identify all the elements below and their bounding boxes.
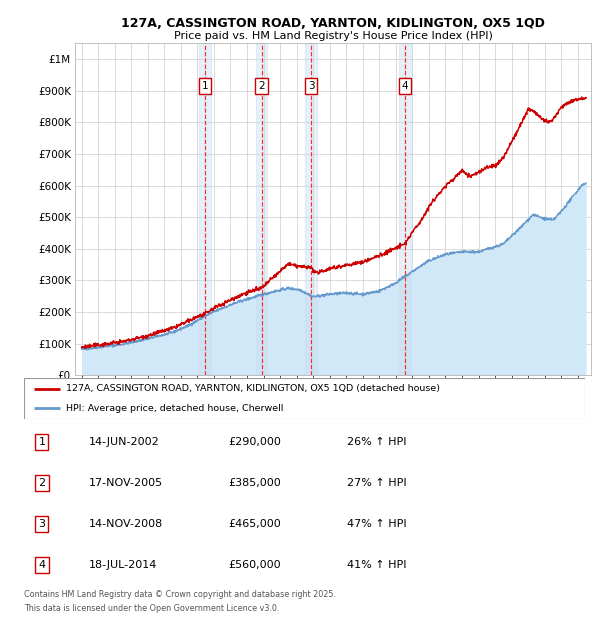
Text: 01: 01 [176, 384, 186, 393]
Text: 20: 20 [523, 397, 533, 405]
FancyBboxPatch shape [24, 378, 585, 418]
Text: 25: 25 [572, 384, 583, 393]
Text: 27% ↑ HPI: 27% ↑ HPI [347, 478, 406, 488]
Text: 20: 20 [539, 397, 550, 405]
Text: 20: 20 [556, 397, 566, 405]
Text: 20: 20 [572, 397, 583, 405]
Text: 02: 02 [192, 384, 203, 393]
Text: 13: 13 [374, 384, 385, 393]
Text: 03: 03 [209, 384, 219, 393]
Text: 4: 4 [38, 560, 46, 570]
Text: 00: 00 [159, 384, 170, 393]
Text: 127A, CASSINGTON ROAD, YARNTON, KIDLINGTON, OX5 1QD: 127A, CASSINGTON ROAD, YARNTON, KIDLINGT… [121, 17, 545, 30]
Text: 19: 19 [76, 397, 87, 405]
Text: 06: 06 [258, 384, 269, 393]
Text: 21: 21 [506, 384, 517, 393]
Text: 16: 16 [424, 384, 434, 393]
Text: 19: 19 [473, 384, 484, 393]
Text: 20: 20 [341, 397, 352, 405]
Text: 20: 20 [176, 397, 186, 405]
Text: 47% ↑ HPI: 47% ↑ HPI [347, 520, 406, 529]
Text: 26% ↑ HPI: 26% ↑ HPI [347, 437, 406, 447]
Text: 20: 20 [308, 397, 319, 405]
Text: 23: 23 [539, 384, 550, 393]
Text: 20: 20 [473, 397, 484, 405]
Text: 10: 10 [325, 384, 335, 393]
Bar [399, 43, 410, 375]
Text: 99: 99 [143, 384, 153, 393]
Text: 18-JUL-2014: 18-JUL-2014 [89, 560, 157, 570]
Text: 20: 20 [457, 397, 467, 405]
Text: 20: 20 [391, 397, 401, 405]
Text: 95: 95 [76, 384, 87, 393]
Bar [199, 43, 211, 375]
Text: 20: 20 [209, 397, 219, 405]
Text: 18: 18 [457, 384, 467, 393]
Text: 20: 20 [275, 397, 286, 405]
Text: 19: 19 [143, 397, 153, 405]
Text: 20: 20 [192, 397, 203, 405]
Text: 20: 20 [506, 397, 517, 405]
Text: £560,000: £560,000 [229, 560, 281, 570]
Text: 24: 24 [556, 384, 566, 393]
Text: 19: 19 [93, 397, 103, 405]
Bar [305, 43, 317, 375]
Text: 20: 20 [490, 384, 500, 393]
Text: 97: 97 [109, 384, 120, 393]
Text: This data is licensed under the Open Government Licence v3.0.: This data is licensed under the Open Gov… [24, 603, 280, 613]
Text: £465,000: £465,000 [229, 520, 281, 529]
Text: 14-NOV-2008: 14-NOV-2008 [89, 520, 163, 529]
Text: 98: 98 [126, 384, 137, 393]
Text: 11: 11 [341, 384, 352, 393]
Text: 3: 3 [308, 81, 314, 91]
Text: 07: 07 [275, 384, 286, 393]
Text: 96: 96 [93, 384, 103, 393]
Text: 12: 12 [358, 384, 368, 393]
Text: 22: 22 [523, 384, 533, 393]
Text: £290,000: £290,000 [229, 437, 281, 447]
Bar [256, 43, 268, 375]
Text: Price paid vs. HM Land Registry's House Price Index (HPI): Price paid vs. HM Land Registry's House … [173, 31, 493, 41]
Text: 17: 17 [440, 384, 451, 393]
Text: 04: 04 [225, 384, 236, 393]
Text: 2: 2 [38, 478, 46, 488]
Text: 20: 20 [159, 397, 170, 405]
Text: 20: 20 [242, 397, 252, 405]
Text: 20: 20 [292, 397, 302, 405]
Text: 14: 14 [391, 384, 401, 393]
Text: 20: 20 [374, 397, 385, 405]
Text: 20: 20 [358, 397, 368, 405]
Text: 20: 20 [490, 397, 500, 405]
Text: Contains HM Land Registry data © Crown copyright and database right 2025.: Contains HM Land Registry data © Crown c… [24, 590, 336, 599]
Text: 19: 19 [126, 397, 136, 405]
Text: HPI: Average price, detached house, Cherwell: HPI: Average price, detached house, Cher… [66, 404, 283, 412]
Text: 20: 20 [325, 397, 335, 405]
Text: 09: 09 [308, 384, 319, 393]
Text: 1: 1 [202, 81, 208, 91]
Text: 20: 20 [424, 397, 434, 405]
Text: 17-NOV-2005: 17-NOV-2005 [89, 478, 163, 488]
Text: 20: 20 [407, 397, 418, 405]
Text: 05: 05 [242, 384, 252, 393]
Text: 20: 20 [258, 397, 269, 405]
Text: 19: 19 [109, 397, 120, 405]
Text: 41% ↑ HPI: 41% ↑ HPI [347, 560, 406, 570]
Text: 08: 08 [292, 384, 302, 393]
Text: £385,000: £385,000 [229, 478, 281, 488]
Text: 3: 3 [38, 520, 46, 529]
Text: 20: 20 [225, 397, 236, 405]
Text: 127A, CASSINGTON ROAD, YARNTON, KIDLINGTON, OX5 1QD (detached house): 127A, CASSINGTON ROAD, YARNTON, KIDLINGT… [66, 384, 440, 393]
Text: 20: 20 [440, 397, 451, 405]
Text: 1: 1 [38, 437, 46, 447]
Text: 14-JUN-2002: 14-JUN-2002 [89, 437, 159, 447]
Text: 4: 4 [401, 81, 408, 91]
Text: 2: 2 [258, 81, 265, 91]
Text: 15: 15 [407, 384, 418, 393]
